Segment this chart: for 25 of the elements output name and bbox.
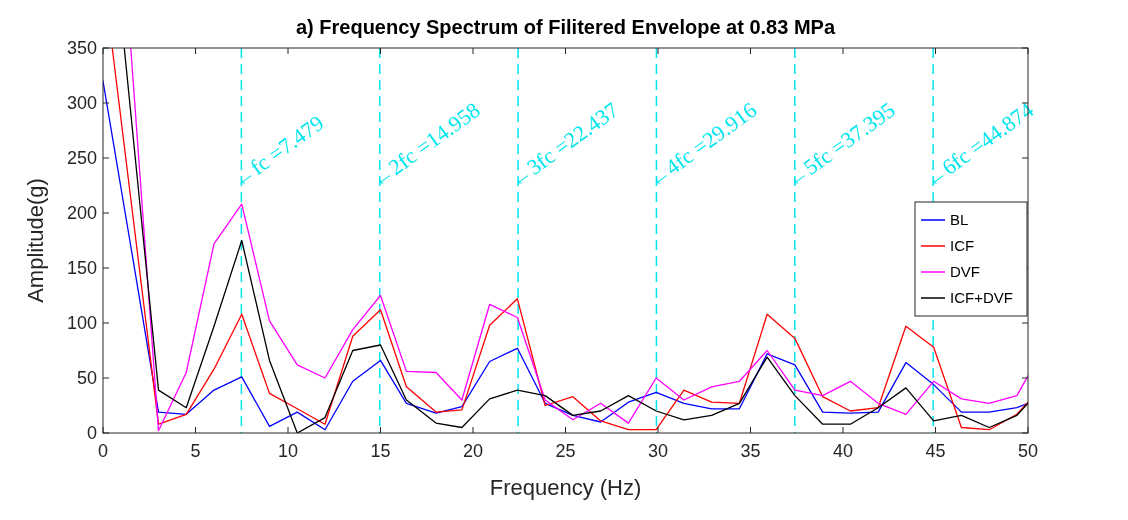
legend-label: ICF xyxy=(950,237,975,255)
x-tick-label: 20 xyxy=(462,441,484,461)
x-axis-title: Frequency (Hz) xyxy=(489,475,642,500)
chart-title: a) Frequency Spectrum of Filitered Envelope at 0.83 MPa xyxy=(295,16,836,38)
x-tick-label: 40 xyxy=(832,441,854,461)
y-tick-label: 350 xyxy=(66,38,97,59)
y-tick-label: 50 xyxy=(76,368,97,389)
legend-label: ICF+DVF xyxy=(950,289,1013,307)
x-tick-label: 10 xyxy=(277,441,299,461)
y-tick-label: 300 xyxy=(66,93,97,114)
y-tick-label: 150 xyxy=(66,258,97,279)
x-tick-label: 50 xyxy=(1017,441,1039,461)
y-tick-label: 0 xyxy=(86,423,97,444)
x-tick-label: 45 xyxy=(925,441,946,461)
x-tick-label: 30 xyxy=(647,441,669,461)
x-tick-label: 15 xyxy=(370,441,391,461)
legend-label: DVF xyxy=(950,263,980,281)
x-tick-label: 35 xyxy=(740,441,761,461)
x-tick-label: 5 xyxy=(190,441,201,461)
y-tick-label: 250 xyxy=(66,148,97,169)
y-axis-title: Amplitude(g) xyxy=(23,178,48,303)
x-tick-label: 25 xyxy=(555,441,576,461)
legend-label: BL xyxy=(950,211,969,229)
y-tick-label: 100 xyxy=(66,313,97,334)
y-tick-label: 200 xyxy=(66,203,97,224)
